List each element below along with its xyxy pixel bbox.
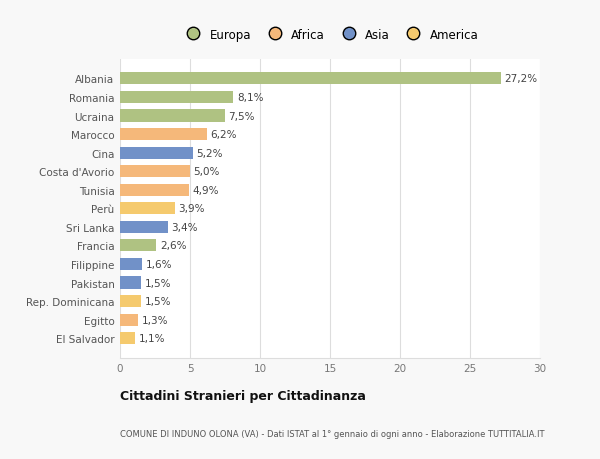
Text: 7,5%: 7,5% bbox=[229, 111, 255, 121]
Text: 1,1%: 1,1% bbox=[139, 333, 166, 343]
Text: 2,6%: 2,6% bbox=[160, 241, 187, 251]
Bar bbox=[120, 185, 188, 196]
Text: COMUNE DI INDUNO OLONA (VA) - Dati ISTAT al 1° gennaio di ogni anno - Elaborazio: COMUNE DI INDUNO OLONA (VA) - Dati ISTAT… bbox=[120, 429, 545, 438]
Text: 1,5%: 1,5% bbox=[145, 297, 171, 307]
Bar bbox=[120, 240, 157, 252]
Text: 27,2%: 27,2% bbox=[504, 74, 538, 84]
Bar bbox=[120, 258, 142, 270]
Bar bbox=[120, 277, 141, 289]
Bar bbox=[120, 73, 501, 85]
Bar bbox=[120, 332, 136, 344]
Legend: Europa, Africa, Asia, America: Europa, Africa, Asia, America bbox=[176, 24, 484, 46]
Text: 8,1%: 8,1% bbox=[237, 93, 263, 103]
Bar bbox=[120, 221, 167, 233]
Text: 4,9%: 4,9% bbox=[192, 185, 218, 196]
Bar bbox=[120, 296, 141, 308]
Text: 1,5%: 1,5% bbox=[145, 278, 171, 288]
Bar bbox=[120, 314, 138, 326]
Text: 1,6%: 1,6% bbox=[146, 259, 172, 269]
Text: Cittadini Stranieri per Cittadinanza: Cittadini Stranieri per Cittadinanza bbox=[120, 389, 366, 403]
Bar bbox=[120, 92, 233, 104]
Text: 3,9%: 3,9% bbox=[178, 204, 205, 214]
Text: 5,0%: 5,0% bbox=[193, 167, 220, 177]
Text: 6,2%: 6,2% bbox=[211, 130, 237, 140]
Text: 1,3%: 1,3% bbox=[142, 315, 168, 325]
Text: 5,2%: 5,2% bbox=[196, 148, 223, 158]
Bar bbox=[120, 129, 207, 141]
Text: 3,4%: 3,4% bbox=[171, 222, 197, 232]
Bar bbox=[120, 166, 190, 178]
Bar bbox=[120, 147, 193, 159]
Bar bbox=[120, 203, 175, 215]
Bar bbox=[120, 110, 225, 122]
